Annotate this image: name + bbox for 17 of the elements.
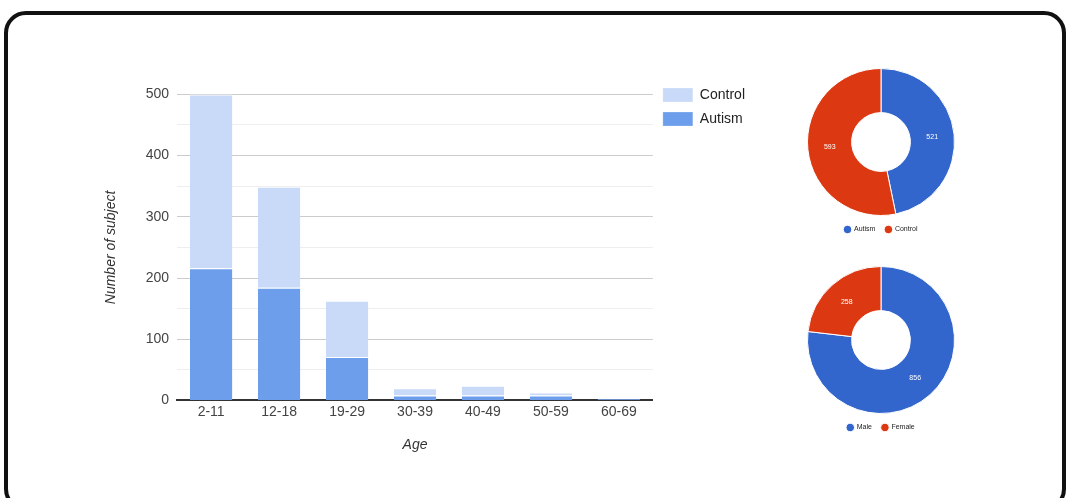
y-tick-label: 300	[145, 207, 170, 224]
y-tick-label: 100	[145, 330, 170, 347]
legend-label: Control	[699, 85, 746, 102]
x-tick-label: 12-18	[261, 402, 298, 419]
x-tick-label: 2-11	[197, 402, 225, 419]
x-tick-label: 50-59	[533, 402, 570, 419]
x-tick-label: 30-39	[397, 402, 434, 419]
y-tick-label: 400	[145, 146, 170, 163]
x-tick-label: 60-69	[600, 402, 637, 419]
y-tick-label: 0	[161, 391, 170, 408]
x-tick-label: 19-29	[329, 402, 366, 419]
y-axis-title: Number of subject	[102, 189, 119, 305]
legend-label: Autism	[699, 109, 743, 126]
y-tick-label: 500	[145, 85, 170, 102]
y-tick-label: 200	[145, 268, 170, 285]
x-axis-title: Age	[401, 436, 428, 453]
x-tick-label: 40-49	[465, 402, 502, 419]
